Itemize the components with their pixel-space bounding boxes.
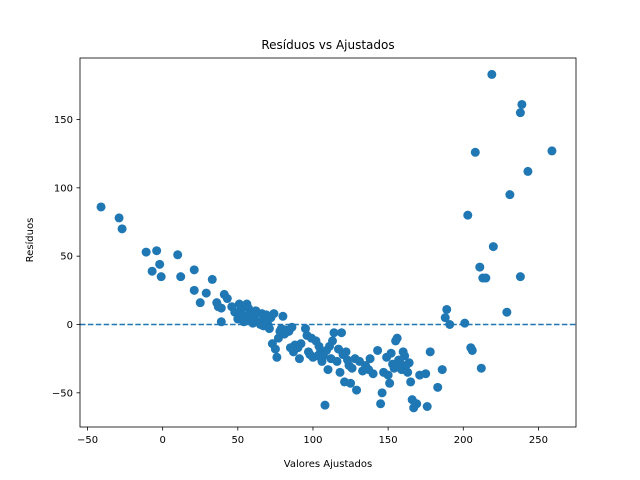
y-tick-label-0: −50 xyxy=(52,388,73,399)
data-point-46 xyxy=(269,309,279,319)
data-point-47 xyxy=(270,344,280,354)
data-point-11 xyxy=(189,285,199,295)
data-point-101 xyxy=(373,345,383,355)
data-point-91 xyxy=(346,378,356,388)
y-tick-label-3: 100 xyxy=(54,183,73,194)
data-point-135 xyxy=(463,210,473,220)
y-axis-label: Resíduos xyxy=(24,218,36,263)
data-point-0 xyxy=(96,202,106,212)
data-point-1 xyxy=(114,213,124,223)
y-tick-label-1: 0 xyxy=(67,320,73,331)
data-point-121 xyxy=(406,377,416,387)
data-point-85 xyxy=(337,328,347,338)
data-point-108 xyxy=(386,348,396,358)
x-tick-label-5: 200 xyxy=(454,435,473,446)
axes-frame xyxy=(79,57,577,428)
data-point-75 xyxy=(320,400,330,410)
data-point-137 xyxy=(467,345,477,355)
data-point-12 xyxy=(195,298,205,308)
data-point-77 xyxy=(323,365,333,375)
data-point-138 xyxy=(470,147,480,157)
data-point-132 xyxy=(442,304,452,314)
x-tick-label-4: 150 xyxy=(379,435,398,446)
data-point-52 xyxy=(278,311,288,321)
data-point-88 xyxy=(341,347,351,357)
x-tick-label-1: 0 xyxy=(159,435,165,446)
data-point-8 xyxy=(173,250,183,260)
data-point-5 xyxy=(152,246,162,256)
data-point-144 xyxy=(488,242,498,252)
data-point-6 xyxy=(155,259,165,269)
data-point-100 xyxy=(368,369,378,379)
data-point-145 xyxy=(502,307,512,317)
data-point-119 xyxy=(403,367,413,377)
data-point-129 xyxy=(433,382,443,392)
data-point-18 xyxy=(216,317,226,327)
data-point-14 xyxy=(207,274,217,284)
data-point-2 xyxy=(117,224,127,234)
data-point-110 xyxy=(389,363,399,373)
data-point-117 xyxy=(400,351,410,361)
data-point-10 xyxy=(189,265,199,275)
data-point-84 xyxy=(335,367,345,377)
data-point-134 xyxy=(460,318,470,328)
data-point-17 xyxy=(216,303,226,313)
data-point-103 xyxy=(377,388,387,398)
data-point-48 xyxy=(272,352,282,362)
data-point-61 xyxy=(294,354,304,364)
data-point-7 xyxy=(156,272,166,282)
data-point-62 xyxy=(296,339,306,349)
data-point-63 xyxy=(300,324,310,334)
data-point-106 xyxy=(383,370,393,380)
data-point-43 xyxy=(264,324,274,334)
data-point-126 xyxy=(421,369,431,379)
data-point-107 xyxy=(385,378,395,388)
data-point-147 xyxy=(515,272,525,282)
data-point-131 xyxy=(440,313,450,323)
chart-title: Resíduos vs Ajustados xyxy=(261,38,394,52)
data-point-140 xyxy=(476,363,486,373)
x-tick-label-6: 250 xyxy=(529,435,548,446)
data-point-82 xyxy=(332,356,342,366)
data-point-149 xyxy=(517,99,527,109)
data-point-9 xyxy=(176,272,186,282)
data-point-124 xyxy=(412,399,422,409)
data-point-142 xyxy=(481,273,491,283)
x-tick-label-2: 50 xyxy=(231,435,244,446)
data-point-133 xyxy=(445,320,455,329)
x-tick-label-3: 100 xyxy=(303,435,322,446)
data-point-80 xyxy=(328,336,338,346)
x-tick-label-0: −50 xyxy=(77,435,98,446)
data-point-57 xyxy=(287,322,297,332)
x-axis-label: Valores Ajustados xyxy=(284,459,372,470)
data-point-128 xyxy=(425,347,435,357)
plot-area: −50 0 50 100 150 200 250 −50 0 50 100 150 xyxy=(52,57,577,446)
data-point-127 xyxy=(422,402,432,411)
y-tick-label-2: 50 xyxy=(60,252,73,263)
data-point-102 xyxy=(376,399,386,409)
data-point-151 xyxy=(547,146,557,156)
data-point-99 xyxy=(365,354,375,364)
data-point-20 xyxy=(222,294,232,304)
data-point-139 xyxy=(475,262,485,272)
data-point-94 xyxy=(352,385,362,395)
data-point-130 xyxy=(437,365,447,375)
data-point-4 xyxy=(147,266,157,276)
data-point-112 xyxy=(392,333,402,343)
data-point-3 xyxy=(141,247,151,257)
data-point-120 xyxy=(404,358,414,368)
y-tick-label-4: 150 xyxy=(54,115,73,126)
data-point-146 xyxy=(505,190,515,200)
data-point-150 xyxy=(523,166,533,176)
data-point-148 xyxy=(515,108,525,118)
data-point-13 xyxy=(201,288,211,298)
data-point-81 xyxy=(329,328,339,338)
data-point-92 xyxy=(347,363,357,373)
data-point-143 xyxy=(487,69,497,79)
